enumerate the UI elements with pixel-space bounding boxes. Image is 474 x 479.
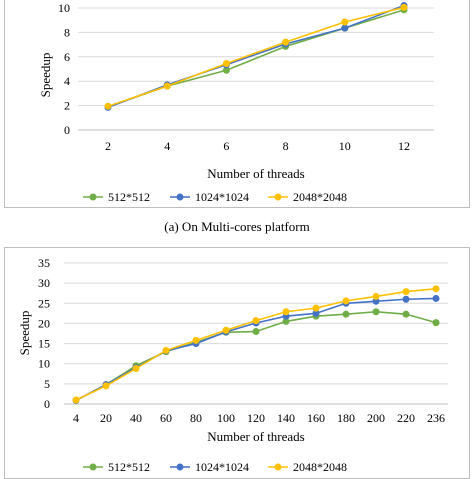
y-tick-label: 0 [64, 123, 70, 137]
data-point-512*512 [222, 66, 230, 74]
x-tick-label: 200 [367, 411, 385, 425]
x-tick-label: 60 [160, 411, 172, 425]
series-line-1024*1024 [75, 297, 437, 402]
y-tick-label: 10 [58, 1, 70, 15]
x-tick-label: 6 [223, 139, 229, 153]
x-tick-label: 20 [100, 411, 112, 425]
data-point-2048*2048 [102, 382, 110, 390]
legend-marker [274, 193, 282, 201]
y-tick-label: 2 [64, 99, 70, 113]
data-point-2048*2048 [163, 82, 171, 90]
data-point-2048*2048 [402, 288, 410, 296]
y-tick-label: 35 [38, 256, 50, 270]
x-tick-label: 140 [277, 411, 295, 425]
data-point-2048*2048 [312, 304, 320, 312]
caption-top: (a) On Multi-cores platform [164, 219, 310, 234]
y-tick-label: 6 [64, 50, 70, 64]
data-point-2048*2048 [132, 365, 140, 373]
legend-label: 2048*2048 [293, 460, 347, 474]
data-point-2048*2048 [222, 326, 230, 334]
data-point-2048*2048 [372, 292, 380, 300]
data-point-1024*1024 [432, 294, 440, 302]
legend-marker [176, 193, 184, 201]
x-tick-label: 8 [283, 139, 289, 153]
y-axis-label: Speedup [38, 53, 53, 98]
x-tick-label: 40 [130, 411, 142, 425]
x-tick-label: 4 [164, 139, 170, 153]
bottom-chart: 0 5 10 15 20 25 30 35 4 20 40 60 80 100 120 140 160 180 20… [17, 256, 448, 474]
data-point-2048*2048 [104, 102, 112, 110]
legend-marker [89, 463, 97, 471]
y-tick-label: 15 [38, 337, 50, 351]
data-point-1024*1024 [372, 297, 380, 305]
x-tick-label: 80 [190, 411, 202, 425]
data-point-2048*2048 [282, 38, 290, 46]
y-tick-label: 5 [44, 377, 50, 391]
x-tick-label: 10 [339, 139, 351, 153]
x-tick-label: 236 [427, 411, 445, 425]
legend-marker [89, 193, 97, 201]
x-axis-label: Number of threads [207, 166, 304, 181]
x-tick-label: 220 [397, 411, 415, 425]
x-tick-label: 180 [337, 411, 355, 425]
data-point-2048*2048 [72, 396, 80, 404]
legend-label: 1024*1024 [195, 190, 249, 204]
legend-label: 2048*2048 [293, 190, 347, 204]
y-axis-label: Speedup [17, 311, 32, 356]
data-point-512*512 [402, 310, 410, 318]
data-point-2048*2048 [222, 60, 230, 68]
series-line-512*512 [107, 9, 405, 108]
x-tick-label: 2 [105, 139, 111, 153]
top-chart: 0 2 4 6 8 10 2 4 6 8 10 12 Number of threads Speedup 5… [38, 1, 434, 204]
y-tick-label: 0 [44, 397, 50, 411]
data-point-2048*2048 [252, 317, 260, 325]
legend-label: 512*512 [108, 190, 150, 204]
x-tick-label: 120 [247, 411, 265, 425]
data-point-2048*2048 [192, 336, 200, 344]
data-point-2048*2048 [162, 346, 170, 354]
y-tick-label: 8 [64, 25, 70, 39]
data-point-512*512 [432, 319, 440, 327]
y-tick-label: 30 [38, 276, 50, 290]
series-line-2048*2048 [107, 6, 405, 107]
x-tick-label: 160 [307, 411, 325, 425]
y-tick-label: 25 [38, 296, 50, 310]
legend-marker [176, 463, 184, 471]
data-point-2048*2048 [282, 308, 290, 316]
x-tick-label: 12 [398, 139, 410, 153]
x-tick-label: 4 [73, 411, 79, 425]
data-point-2048*2048 [341, 18, 349, 26]
data-point-512*512 [282, 317, 290, 325]
data-point-512*512 [342, 310, 350, 318]
legend-label: 512*512 [108, 460, 150, 474]
data-point-1024*1024 [341, 24, 349, 32]
y-tick-label: 10 [38, 357, 50, 371]
x-tick-label: 100 [217, 411, 235, 425]
data-point-2048*2048 [432, 285, 440, 293]
y-tick-label: 4 [64, 74, 70, 88]
legend-label: 1024*1024 [195, 460, 249, 474]
x-axis-label: Number of threads [207, 429, 304, 444]
top-chart-frame [4, 0, 470, 208]
data-point-2048*2048 [400, 3, 408, 11]
legend-marker [274, 463, 282, 471]
data-point-512*512 [252, 327, 260, 335]
series-line-2048*2048 [75, 287, 437, 401]
data-point-1024*1024 [402, 295, 410, 303]
data-point-512*512 [372, 308, 380, 316]
data-point-2048*2048 [342, 297, 350, 305]
y-tick-label: 20 [38, 316, 50, 330]
data-point-1024*1024 [312, 309, 320, 317]
